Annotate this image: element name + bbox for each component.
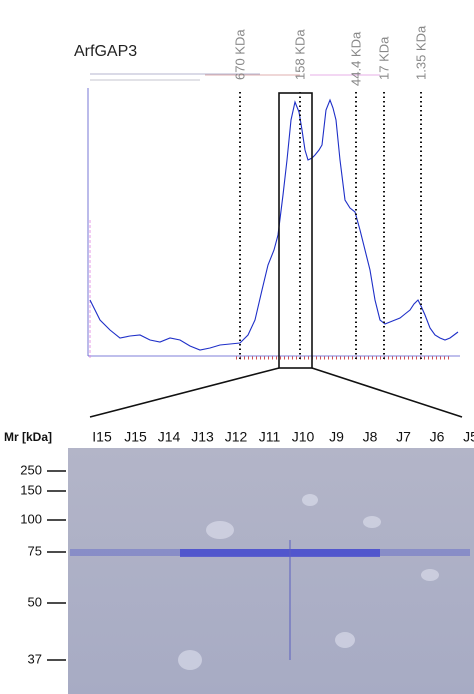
lane-label: J13 (191, 429, 214, 445)
marker-label: 17 KDa (376, 36, 391, 80)
lane-label: J12 (225, 429, 248, 445)
mw-label: 150 (20, 482, 42, 497)
marker-label: 670 KDa (232, 29, 247, 80)
mw-label: 50 (28, 594, 42, 609)
zoom-line (89, 367, 280, 418)
lane-label: J9 (329, 429, 344, 445)
lane-label: I15 (92, 429, 112, 445)
lane-label: J5 (463, 429, 474, 445)
gel-droplets (178, 494, 439, 670)
mw-label: 75 (28, 543, 42, 558)
lane-label: J11 (259, 429, 281, 445)
marker-label: 158 KDa (292, 29, 307, 80)
lane-label: J6 (430, 429, 445, 445)
lane-label: J8 (363, 429, 378, 445)
lane-label: J14 (158, 429, 181, 445)
chromatogram-title: ArfGAP3 (74, 43, 137, 60)
marker-label: 44.4 KDa (348, 31, 363, 86)
gel-band-strong (180, 549, 380, 557)
lane-label: J15 (124, 429, 147, 445)
lane-label: J10 (292, 429, 315, 445)
gel-axis-label: Mr [kDa] (4, 430, 52, 444)
lane-label: J7 (396, 429, 411, 445)
mw-label: 100 (20, 511, 42, 526)
zoom-box (278, 92, 313, 369)
mw-label: 37 (28, 651, 42, 666)
absorbance-trace (89, 98, 459, 351)
mw-label: 250 (20, 462, 42, 477)
marker-label: 1.35 KDa (413, 25, 428, 80)
gel-image (68, 448, 474, 694)
zoom-line (311, 367, 463, 418)
